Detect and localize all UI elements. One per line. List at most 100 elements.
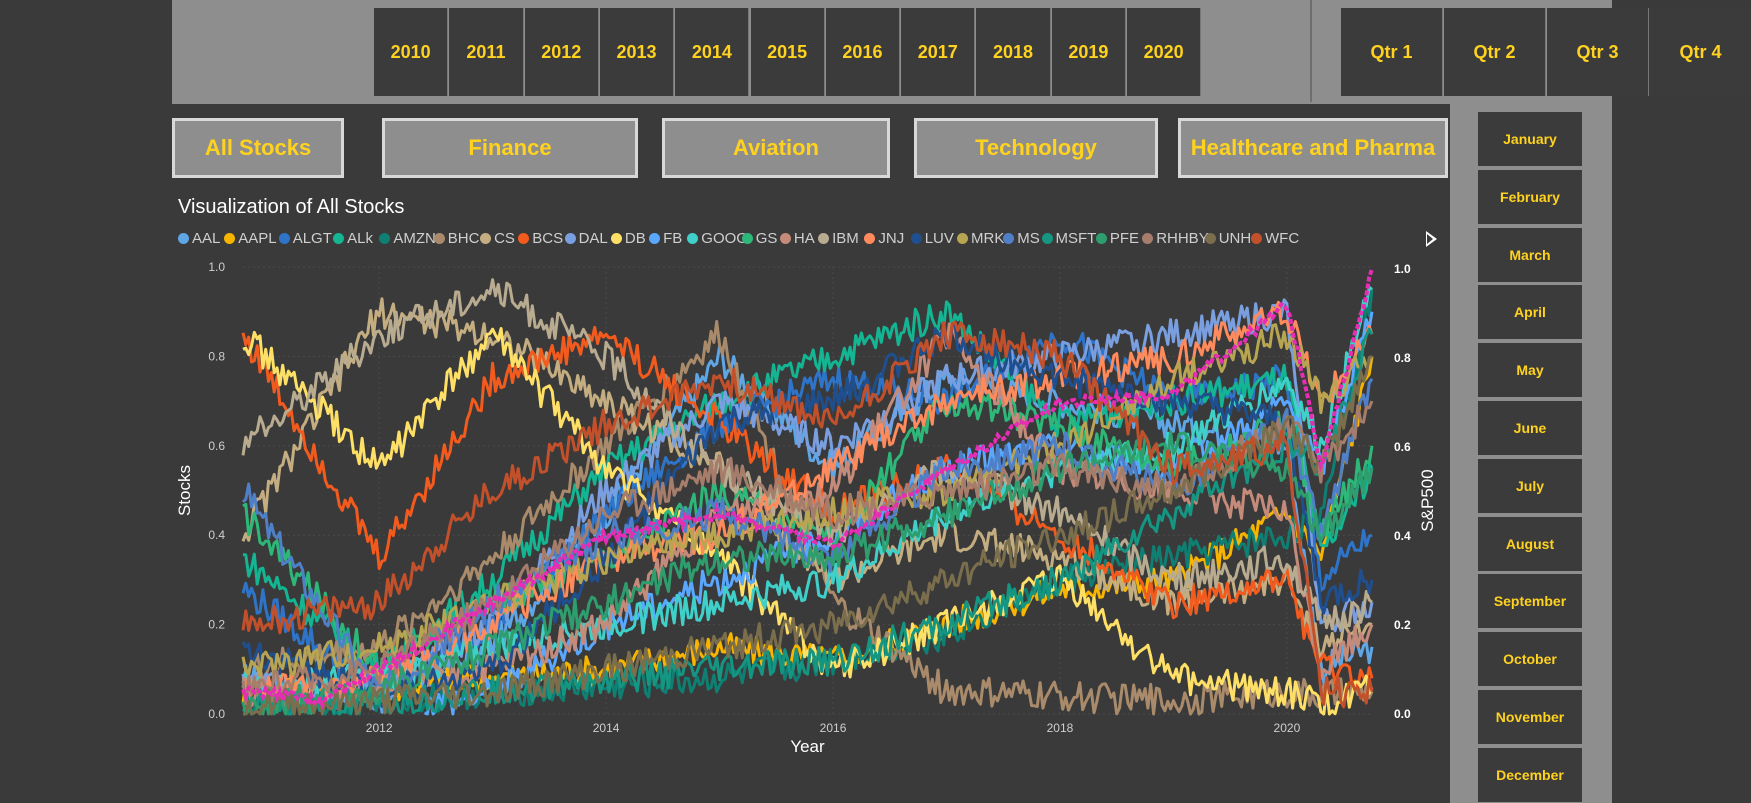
legend-dot-icon <box>687 233 699 244</box>
legend-item-jnj[interactable]: JNJ <box>864 230 904 247</box>
y2-tick-label: 0.4 <box>1394 529 1411 543</box>
year-button-2019[interactable]: 2019 <box>1051 8 1126 96</box>
category-button-aviation[interactable]: Aviation <box>662 118 890 178</box>
main-content: All Stocks Finance Aviation Technology Healt… <box>172 104 1450 803</box>
legend-item-alk[interactable]: ALk <box>333 230 373 247</box>
legend-item-msft[interactable]: MSFT <box>1041 230 1097 247</box>
month-button-march[interactable]: March <box>1478 227 1582 282</box>
year-button-2020[interactable]: 2020 <box>1127 8 1202 96</box>
year-button-2018[interactable]: 2018 <box>976 8 1051 96</box>
legend-dot-icon <box>480 233 492 244</box>
legend-dot-icon <box>1204 233 1216 244</box>
y-tick-label: 0.8 <box>208 349 225 363</box>
legend-item-amzn[interactable]: AMZN <box>379 230 436 247</box>
legend-item-algt[interactable]: ALGT <box>278 230 332 247</box>
y-tick-label: 0.0 <box>208 707 225 721</box>
month-button-june[interactable]: June <box>1478 401 1582 455</box>
y-tick-label: 1.0 <box>208 260 225 274</box>
legend-dot-icon <box>1095 233 1107 244</box>
legend-label: DB <box>624 230 646 247</box>
legend-item-rhhby[interactable]: RHHBY <box>1142 230 1209 247</box>
legend-item-dal[interactable]: DAL <box>564 230 608 247</box>
category-button-technology[interactable]: Technology <box>914 118 1158 178</box>
legend-item-aal[interactable]: AAL <box>178 230 220 247</box>
quarter-button-2[interactable]: Qtr 2 <box>1444 8 1546 96</box>
legend-item-bhc[interactable]: BHC <box>433 230 479 247</box>
month-button-november[interactable]: November <box>1478 690 1582 744</box>
legend-item-luv[interactable]: LUV <box>910 230 954 247</box>
legend-label: HA <box>793 230 815 247</box>
legend-item-db[interactable]: DB <box>610 230 646 247</box>
legend-label: FB <box>663 230 683 247</box>
legend-dot-icon <box>1003 233 1015 244</box>
year-button-2016[interactable]: 2016 <box>825 8 901 96</box>
category-button-all-stocks[interactable]: All Stocks <box>172 118 344 178</box>
legend-item-aapl[interactable]: AAPL <box>224 230 277 247</box>
legend-item-ms[interactable]: MS <box>1003 230 1040 247</box>
legend-item-cs[interactable]: CS <box>480 230 515 247</box>
y2-tick-label: 0.6 <box>1394 440 1411 454</box>
legend-item-unh[interactable]: UNH <box>1204 230 1251 247</box>
legend-dot-icon <box>610 233 622 244</box>
legend-next-icon[interactable] <box>1426 231 1437 247</box>
year-button-2012[interactable]: 2012 <box>524 8 599 96</box>
legend-item-wfc[interactable]: WFC <box>1251 230 1299 247</box>
y-tick-label: 0.2 <box>208 618 225 632</box>
legend-dot-icon <box>779 233 791 244</box>
chart-legend: AAL AAPL ALGT ALk AMZN BHC CS BCS DAL DB FB GOOG GS H… <box>178 230 1437 252</box>
month-button-may[interactable]: May <box>1478 343 1582 398</box>
y-tick-label: 0.6 <box>208 439 225 453</box>
year-button-2015[interactable]: 2015 <box>750 8 825 96</box>
legend-item-ibm[interactable]: IBM <box>818 230 859 247</box>
legend-dot-icon <box>1142 233 1154 244</box>
legend-label: DAL <box>578 230 608 247</box>
legend-item-bcs[interactable]: BCS <box>518 230 563 247</box>
legend-item-pfe[interactable]: PFE <box>1095 230 1139 247</box>
year-button-2014[interactable]: 2014 <box>675 8 750 96</box>
month-button-september[interactable]: September <box>1478 574 1582 629</box>
y2-tick-label: 0.8 <box>1394 351 1411 365</box>
legend-label: MRK <box>971 230 1005 247</box>
legend-dot-icon <box>910 233 922 244</box>
month-button-october[interactable]: October <box>1478 632 1582 687</box>
series-line-cs <box>241 297 1373 662</box>
month-button-january[interactable]: January <box>1478 112 1582 166</box>
year-button-2010[interactable]: 2010 <box>374 8 449 96</box>
category-button-healthcare-and-pharma[interactable]: Healthcare and Pharma <box>1178 118 1448 178</box>
legend-dot-icon <box>433 233 445 244</box>
quarter-button-1[interactable]: Qtr 1 <box>1341 8 1443 96</box>
month-button-july[interactable]: July <box>1478 458 1582 513</box>
y2-tick-label: 1.0 <box>1394 262 1411 276</box>
month-button-february[interactable]: February <box>1478 169 1582 224</box>
legend-label: CS <box>494 230 515 247</box>
legend-dot-icon <box>333 233 345 244</box>
legend-dot-icon <box>224 233 236 244</box>
legend-dot-icon <box>957 233 968 244</box>
legend-dot-icon <box>564 233 576 244</box>
y2-tick-label: 0.2 <box>1394 618 1411 632</box>
year-button-2013[interactable]: 2013 <box>599 8 675 96</box>
legend-item-goog[interactable]: GOOG <box>687 230 748 247</box>
legend-dot-icon <box>864 233 876 244</box>
legend-label: MSFT <box>1055 230 1097 247</box>
legend-item-fb[interactable]: FB <box>649 230 682 247</box>
y-tick-label: 0.4 <box>208 528 225 542</box>
legend-label: AAL <box>192 230 221 247</box>
legend-item-ha[interactable]: HA <box>779 230 815 247</box>
legend-label: MS <box>1017 230 1040 247</box>
month-button-december[interactable]: December <box>1478 747 1582 802</box>
legend-item-gs[interactable]: GS <box>741 230 777 247</box>
legend-label: ALk <box>347 230 373 247</box>
month-button-april[interactable]: April <box>1478 285 1582 340</box>
x-tick-label: 2018 <box>1047 721 1074 735</box>
month-button-august[interactable]: August <box>1478 516 1582 571</box>
series-line-luv <box>241 321 1374 708</box>
legend-label: BCS <box>532 230 564 247</box>
line-chart: 2012 2014 2016 2018 2020 0.0 0.2 0.4 0.6 0.8 1.0 0.… <box>175 260 1437 756</box>
quarter-button-3[interactable]: Qtr 3 <box>1547 8 1649 96</box>
legend-item-mrk[interactable]: MRK <box>957 230 1004 247</box>
quarter-button-4[interactable]: Qtr 4 <box>1650 8 1751 96</box>
year-button-2017[interactable]: 2017 <box>901 8 976 96</box>
year-button-2011[interactable]: 2011 <box>449 8 524 96</box>
category-button-finance[interactable]: Finance <box>382 118 638 178</box>
